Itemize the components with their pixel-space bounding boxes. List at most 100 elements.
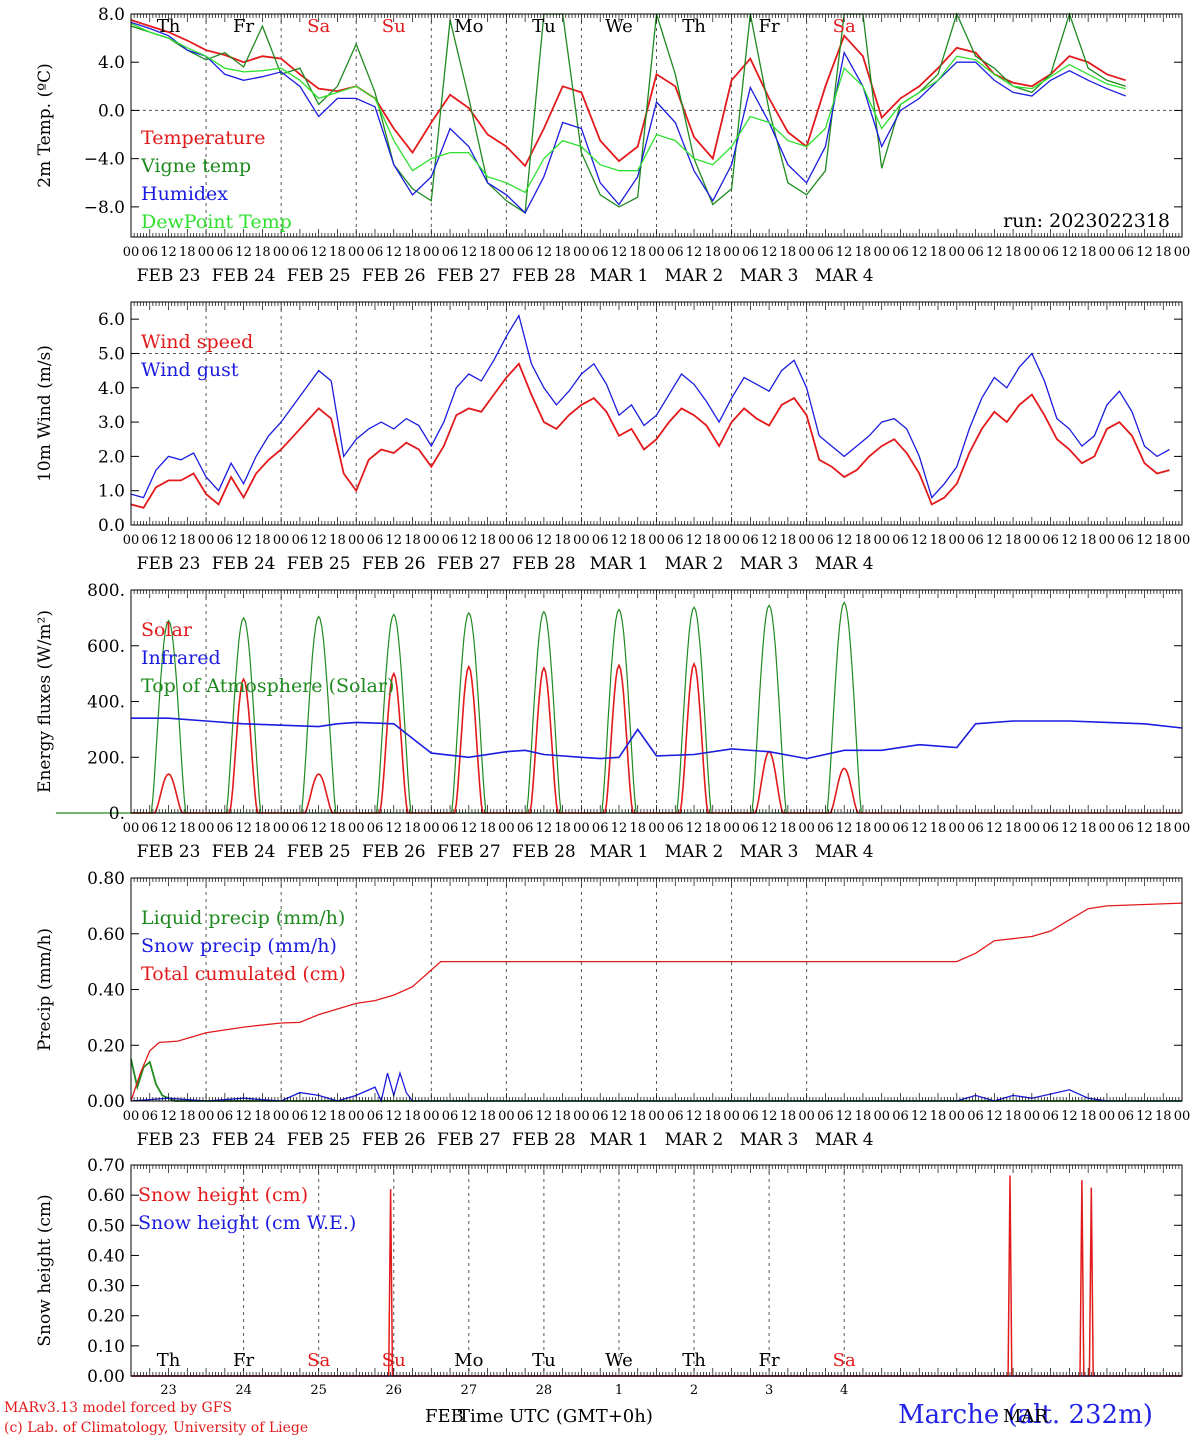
x-date-label: FEB 27 bbox=[437, 842, 501, 862]
y-tick-label: 0. bbox=[109, 804, 125, 824]
x-tick-label: 06 bbox=[442, 1109, 459, 1124]
x-tick-label: 18 bbox=[705, 821, 722, 836]
day-name-label: Fr bbox=[233, 16, 254, 37]
x-tick-label: 18 bbox=[930, 821, 947, 836]
x-tick-label: 12 bbox=[611, 1109, 628, 1124]
x-tick-label: 12 bbox=[911, 821, 928, 836]
x-tick-label: 00 bbox=[1024, 245, 1041, 260]
x-tick-label: 06 bbox=[892, 1109, 909, 1124]
x-tick-label: 18 bbox=[254, 1109, 271, 1124]
x-day-number: 3 bbox=[765, 1383, 773, 1398]
x-tick-label: 06 bbox=[817, 1109, 834, 1124]
legend-entry: Humidex bbox=[141, 183, 228, 205]
day-name-label: Th bbox=[157, 1350, 181, 1371]
day-name-label: Fr bbox=[759, 1350, 780, 1371]
x-tick-label: 00 bbox=[573, 245, 590, 260]
y-tick-label: −4.0 bbox=[84, 150, 125, 170]
x-tick-label: 12 bbox=[536, 245, 553, 260]
series-line bbox=[130, 362, 1170, 509]
x-tick-label: 06 bbox=[217, 245, 234, 260]
y-tick-label: 3.0 bbox=[98, 413, 125, 433]
x-tick-label: 18 bbox=[254, 533, 271, 548]
x-tick-label: 00 bbox=[873, 533, 890, 548]
x-tick-label: 00 bbox=[798, 1109, 815, 1124]
x-tick-label: 12 bbox=[160, 245, 177, 260]
y-tick-label: 800. bbox=[87, 581, 125, 601]
x-tick-label: 00 bbox=[348, 533, 365, 548]
x-tick-label: 06 bbox=[367, 1109, 384, 1124]
x-tick-label: 18 bbox=[780, 245, 797, 260]
y-tick-label: 6.0 bbox=[98, 310, 125, 330]
x-tick-label: 00 bbox=[1174, 821, 1191, 836]
x-date-label: FEB 26 bbox=[362, 554, 426, 574]
x-date-label: MAR 1 bbox=[590, 554, 649, 574]
x-tick-label: 00 bbox=[873, 1109, 890, 1124]
x-tick-label: 00 bbox=[1024, 533, 1041, 548]
x-tick-label: 06 bbox=[367, 245, 384, 260]
legend-entry: Snow height (cm W.E.) bbox=[138, 1212, 356, 1234]
x-date-label: FEB 24 bbox=[212, 554, 276, 574]
x-tick-label: 18 bbox=[179, 1109, 196, 1124]
day-name-label: Th bbox=[682, 16, 706, 37]
y-tick-label: 0.40 bbox=[87, 981, 125, 1001]
x-tick-label: 06 bbox=[1117, 1109, 1134, 1124]
x-day-number: 23 bbox=[160, 1383, 177, 1398]
x-day-number: 2 bbox=[690, 1383, 698, 1398]
x-tick-label: 00 bbox=[949, 533, 966, 548]
x-tick-label: 00 bbox=[123, 533, 140, 548]
y-tick-label: 0.80 bbox=[87, 869, 125, 889]
x-tick-label: 06 bbox=[742, 533, 759, 548]
x-date-label: FEB 25 bbox=[287, 842, 351, 862]
x-date-label: MAR 1 bbox=[590, 266, 649, 286]
x-tick-label: 00 bbox=[1024, 821, 1041, 836]
x-tick-label: 06 bbox=[442, 533, 459, 548]
x-tick-label: 00 bbox=[873, 245, 890, 260]
y-tick-label: 0.60 bbox=[87, 925, 125, 945]
x-tick-label: 00 bbox=[798, 821, 815, 836]
y-tick-label: −8.0 bbox=[84, 198, 125, 218]
x-tick-label: 12 bbox=[911, 1109, 928, 1124]
x-tick-label: 00 bbox=[949, 821, 966, 836]
x-date-label: FEB 28 bbox=[512, 266, 576, 286]
month-label-mar: MAR bbox=[1003, 1406, 1048, 1427]
y-tick-label: 200. bbox=[87, 748, 125, 768]
x-tick-label: 06 bbox=[667, 821, 684, 836]
x-tick-label: 12 bbox=[461, 533, 478, 548]
x-tick-label: 00 bbox=[1099, 533, 1116, 548]
x-day-number: 26 bbox=[385, 1383, 402, 1398]
x-tick-label: 18 bbox=[705, 533, 722, 548]
legend-entry: Vigne temp bbox=[140, 155, 251, 177]
x-tick-label: 00 bbox=[1024, 1109, 1041, 1124]
x-tick-label: 00 bbox=[198, 245, 215, 260]
x-date-label: MAR 4 bbox=[815, 842, 874, 862]
x-tick-label: 18 bbox=[404, 1109, 421, 1124]
legend-entry: Wind speed bbox=[141, 331, 253, 353]
x-tick-label: 06 bbox=[1117, 533, 1134, 548]
legend-entry: Wind gust bbox=[141, 359, 239, 381]
x-tick-label: 00 bbox=[798, 245, 815, 260]
x-date-label: FEB 25 bbox=[287, 1130, 351, 1150]
x-tick-label: 00 bbox=[648, 821, 665, 836]
x-tick-label: 12 bbox=[761, 821, 778, 836]
x-tick-label: 18 bbox=[855, 245, 872, 260]
x-tick-label: 00 bbox=[498, 821, 515, 836]
day-name-label: We bbox=[605, 1350, 633, 1371]
x-date-label: FEB 24 bbox=[212, 1130, 276, 1150]
x-tick-label: 12 bbox=[1061, 821, 1078, 836]
x-tick-label: 12 bbox=[911, 245, 928, 260]
x-tick-label: 18 bbox=[855, 533, 872, 548]
series-toa-solar bbox=[131, 616, 263, 814]
x-tick-label: 00 bbox=[573, 821, 590, 836]
y-tick-label: 4.0 bbox=[98, 53, 125, 73]
x-tick-label: 06 bbox=[217, 821, 234, 836]
x-tick-label: 00 bbox=[198, 1109, 215, 1124]
x-tick-label: 12 bbox=[310, 821, 327, 836]
y-axis-label: 10m Wind (m/s) bbox=[35, 345, 55, 482]
x-tick-label: 00 bbox=[423, 533, 440, 548]
x-tick-label: 06 bbox=[892, 533, 909, 548]
x-date-label: MAR 2 bbox=[665, 1130, 724, 1150]
x-date-label: FEB 27 bbox=[437, 554, 501, 574]
x-tick-label: 12 bbox=[461, 821, 478, 836]
x-tick-label: 18 bbox=[404, 245, 421, 260]
